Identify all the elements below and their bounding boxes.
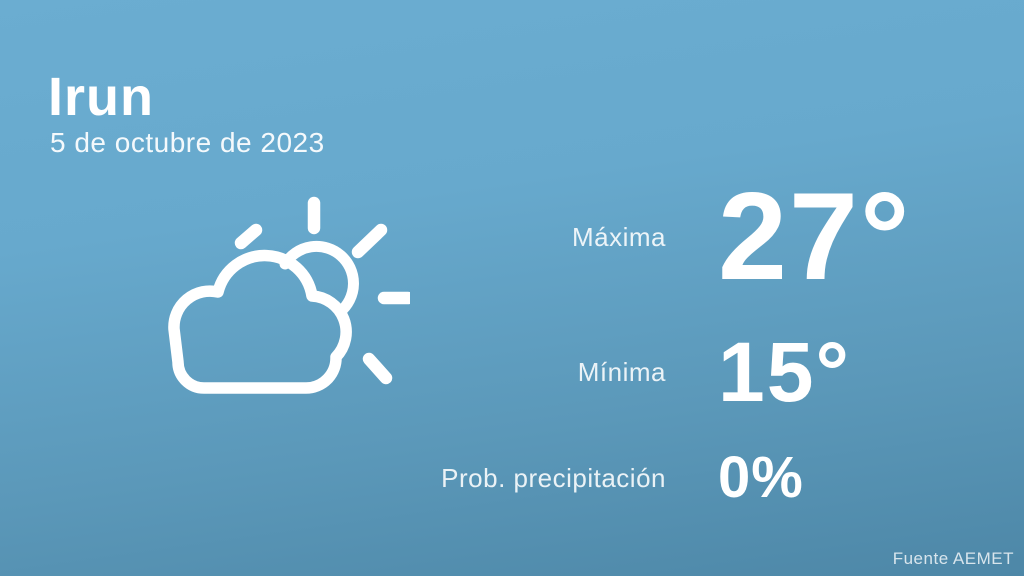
sun-circle [279, 240, 359, 318]
precipitation-label: Prob. precipitación [441, 462, 666, 493]
min-temp-label: Mínima [577, 356, 666, 387]
max-temp-value: 27° [718, 168, 912, 306]
precipitation-value: 0% [718, 445, 804, 510]
sun-ray-upper-right [351, 223, 388, 259]
max-temp-label: Máxima [571, 221, 666, 252]
sun-ray-lower-right [362, 352, 393, 385]
max-temp-row: Máxima 27° [400, 168, 980, 306]
date-label: 5 de octubre de 2023 [50, 127, 325, 158]
location-title: Irun [48, 67, 154, 127]
precipitation-row: Prob. precipitación 0% [400, 418, 980, 538]
cloud-outline [168, 249, 352, 394]
sun-behind-cloud-icon [150, 192, 415, 422]
min-temp-value: 15° [718, 325, 852, 419]
source-attribution: Fuente AEMET [892, 549, 1014, 568]
min-temp-row: Mínima 15° [400, 312, 980, 432]
sun-ray-upper-left [234, 223, 263, 250]
